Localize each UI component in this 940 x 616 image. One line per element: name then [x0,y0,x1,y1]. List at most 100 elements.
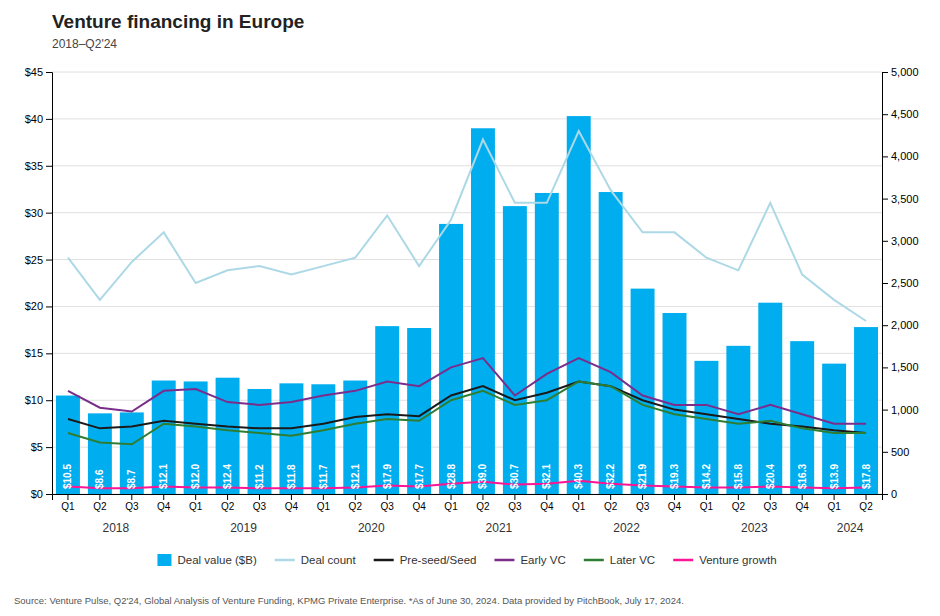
tick: Q1 [700,494,714,512]
tick: 5,000 [882,66,919,78]
data-label: $13.9 [829,464,840,489]
tick-label: Q1 [317,501,331,512]
tick-mark [131,494,132,500]
data-label: $20.4 [765,464,776,489]
legend-label: Deal count [301,554,357,566]
tick: Q1 [572,494,586,512]
tick-mark [802,494,803,500]
bar [471,128,495,494]
grid-line [52,353,882,354]
axis-line [883,73,889,495]
tick: $15 [25,347,52,359]
tick-label: Q3 [508,501,522,512]
tick-mark [706,494,707,500]
tick: $35 [25,160,52,172]
data-label: $12.1 [158,464,169,489]
bar [535,193,559,494]
tick-label: $10 [25,394,43,406]
legend-item: Later VC [584,554,655,566]
tick-label: Q4 [668,501,682,512]
data-label: $10.5 [62,464,73,489]
axis-line [46,73,53,495]
data-label: $30.7 [509,464,520,489]
tick: $20 [25,300,52,312]
tick-label: 3,000 [891,235,919,247]
legend-swatch [673,559,693,562]
tick: Q2 [221,494,235,512]
tick-mark [882,72,888,73]
subtitle: 2018–Q2'24 [52,37,117,51]
tick-mark [46,447,52,448]
tick-label: 500 [891,446,909,458]
tick-mark [578,494,579,500]
tick-mark [323,494,324,500]
tick: Q4 [412,494,426,512]
line [68,131,866,321]
data-label: $8.7 [126,469,137,489]
legend-swatch [374,559,394,562]
tick-label: Q2 [732,501,746,512]
tick-label: Q1 [572,501,586,512]
data-label: $14.2 [701,464,712,489]
data-labels: $10.5$8.6$8.7$12.1$12.0$12.4$11.2$11.8$1… [62,464,871,489]
tick: Q2 [732,494,746,512]
data-label: $12.4 [222,464,233,489]
bar [567,116,591,494]
line [68,381,866,444]
tick: 4,500 [882,108,919,120]
year-labels: 2018201920202021202220232024 [102,521,863,535]
legend-item: Deal value ($B) [157,554,256,566]
data-label: $17.8 [861,464,872,489]
tick-label: $40 [25,113,43,125]
tick: Q4 [796,494,810,512]
data-label: $11.7 [318,464,329,489]
tick-label: $20 [25,300,43,312]
tick-label: Q3 [636,501,650,512]
axis: Q1Q2Q3Q4Q1Q2Q3Q4Q1Q2Q3Q4Q1Q2Q3Q4Q1Q2Q3Q4… [53,494,883,512]
legend-label: Pre-seed/Seed [400,554,477,566]
axis: $0$5$10$15$20$25$30$35$40$45 [25,66,53,500]
tick-mark [882,325,888,326]
tick: Q1 [444,494,458,512]
year-label: 2018 [102,521,129,535]
year-label: 2020 [358,521,385,535]
data-label: $19.3 [669,464,680,489]
grid-line [52,165,882,166]
tick-label: Q2 [221,501,235,512]
data-label: $17.9 [382,464,393,489]
tick-mark [882,114,888,115]
tick-mark [770,494,771,500]
tick-label: Q3 [764,501,778,512]
tick: 2,500 [882,277,919,289]
tick-mark [882,410,888,411]
axis: 05001,0001,5002,0002,5003,0003,5004,0004… [882,66,919,500]
tick-mark [419,494,420,500]
tick-mark [674,494,675,500]
data-label: $17.7 [414,464,425,489]
tick-label: Q4 [796,501,810,512]
tick-label: 3,500 [891,193,919,205]
data-label: $8.6 [94,469,105,489]
tick: $25 [25,254,52,266]
grid-line [52,447,882,448]
bar [439,224,463,494]
tick: 0 [882,488,897,500]
tick-label: 0 [891,488,897,500]
tick-label: $0 [31,488,43,500]
marks [56,116,878,494]
tick: Q2 [859,494,873,512]
year-label: 2019 [230,521,257,535]
tick: Q3 [125,494,139,512]
tick-mark [163,494,164,500]
tick-mark [99,494,100,500]
tick: $10 [25,394,52,406]
tick-label: Q2 [93,501,107,512]
tick-mark [387,494,388,500]
tick: 3,500 [882,193,919,205]
tick: Q3 [764,494,778,512]
tick: Q2 [476,494,490,512]
tick-mark [546,494,547,500]
tick-label: Q4 [157,501,171,512]
tick: Q4 [157,494,171,512]
tick-mark [834,494,835,500]
